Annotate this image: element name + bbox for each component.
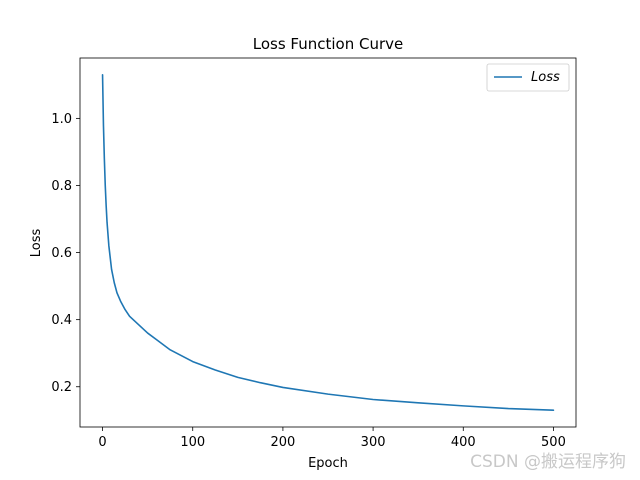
x-tick-label: 400	[451, 435, 476, 450]
y-tick-label: 0.6	[51, 246, 72, 261]
plot-area	[79, 57, 577, 428]
y-axis-label: Loss	[29, 229, 44, 258]
legend-box	[486, 63, 570, 92]
x-tick-label: 300	[361, 435, 386, 450]
loss-series-line	[101, 73, 555, 412]
legend-label-loss: Loss	[531, 70, 560, 85]
x-axis-ticks: 0 100 200 300 400 500	[98, 427, 566, 450]
chart-title: Loss Function Curve	[253, 35, 404, 53]
y-tick-label: 0.8	[51, 179, 72, 194]
x-tick-label: 200	[270, 435, 295, 450]
legend: Loss	[486, 63, 570, 92]
x-tick-label: 100	[180, 435, 205, 450]
x-tick-label: 0	[98, 435, 106, 450]
y-tick-label: 1.0	[51, 112, 72, 127]
watermark: CSDN @搬运程序狗	[470, 452, 626, 472]
y-tick-label: 0.2	[51, 380, 72, 395]
y-axis-ticks: 0.2 0.4 0.6 0.8 1.0	[51, 112, 80, 395]
x-tick-label: 500	[541, 435, 566, 450]
y-tick-label: 0.4	[51, 313, 72, 328]
x-axis-label: Epoch	[308, 456, 348, 471]
